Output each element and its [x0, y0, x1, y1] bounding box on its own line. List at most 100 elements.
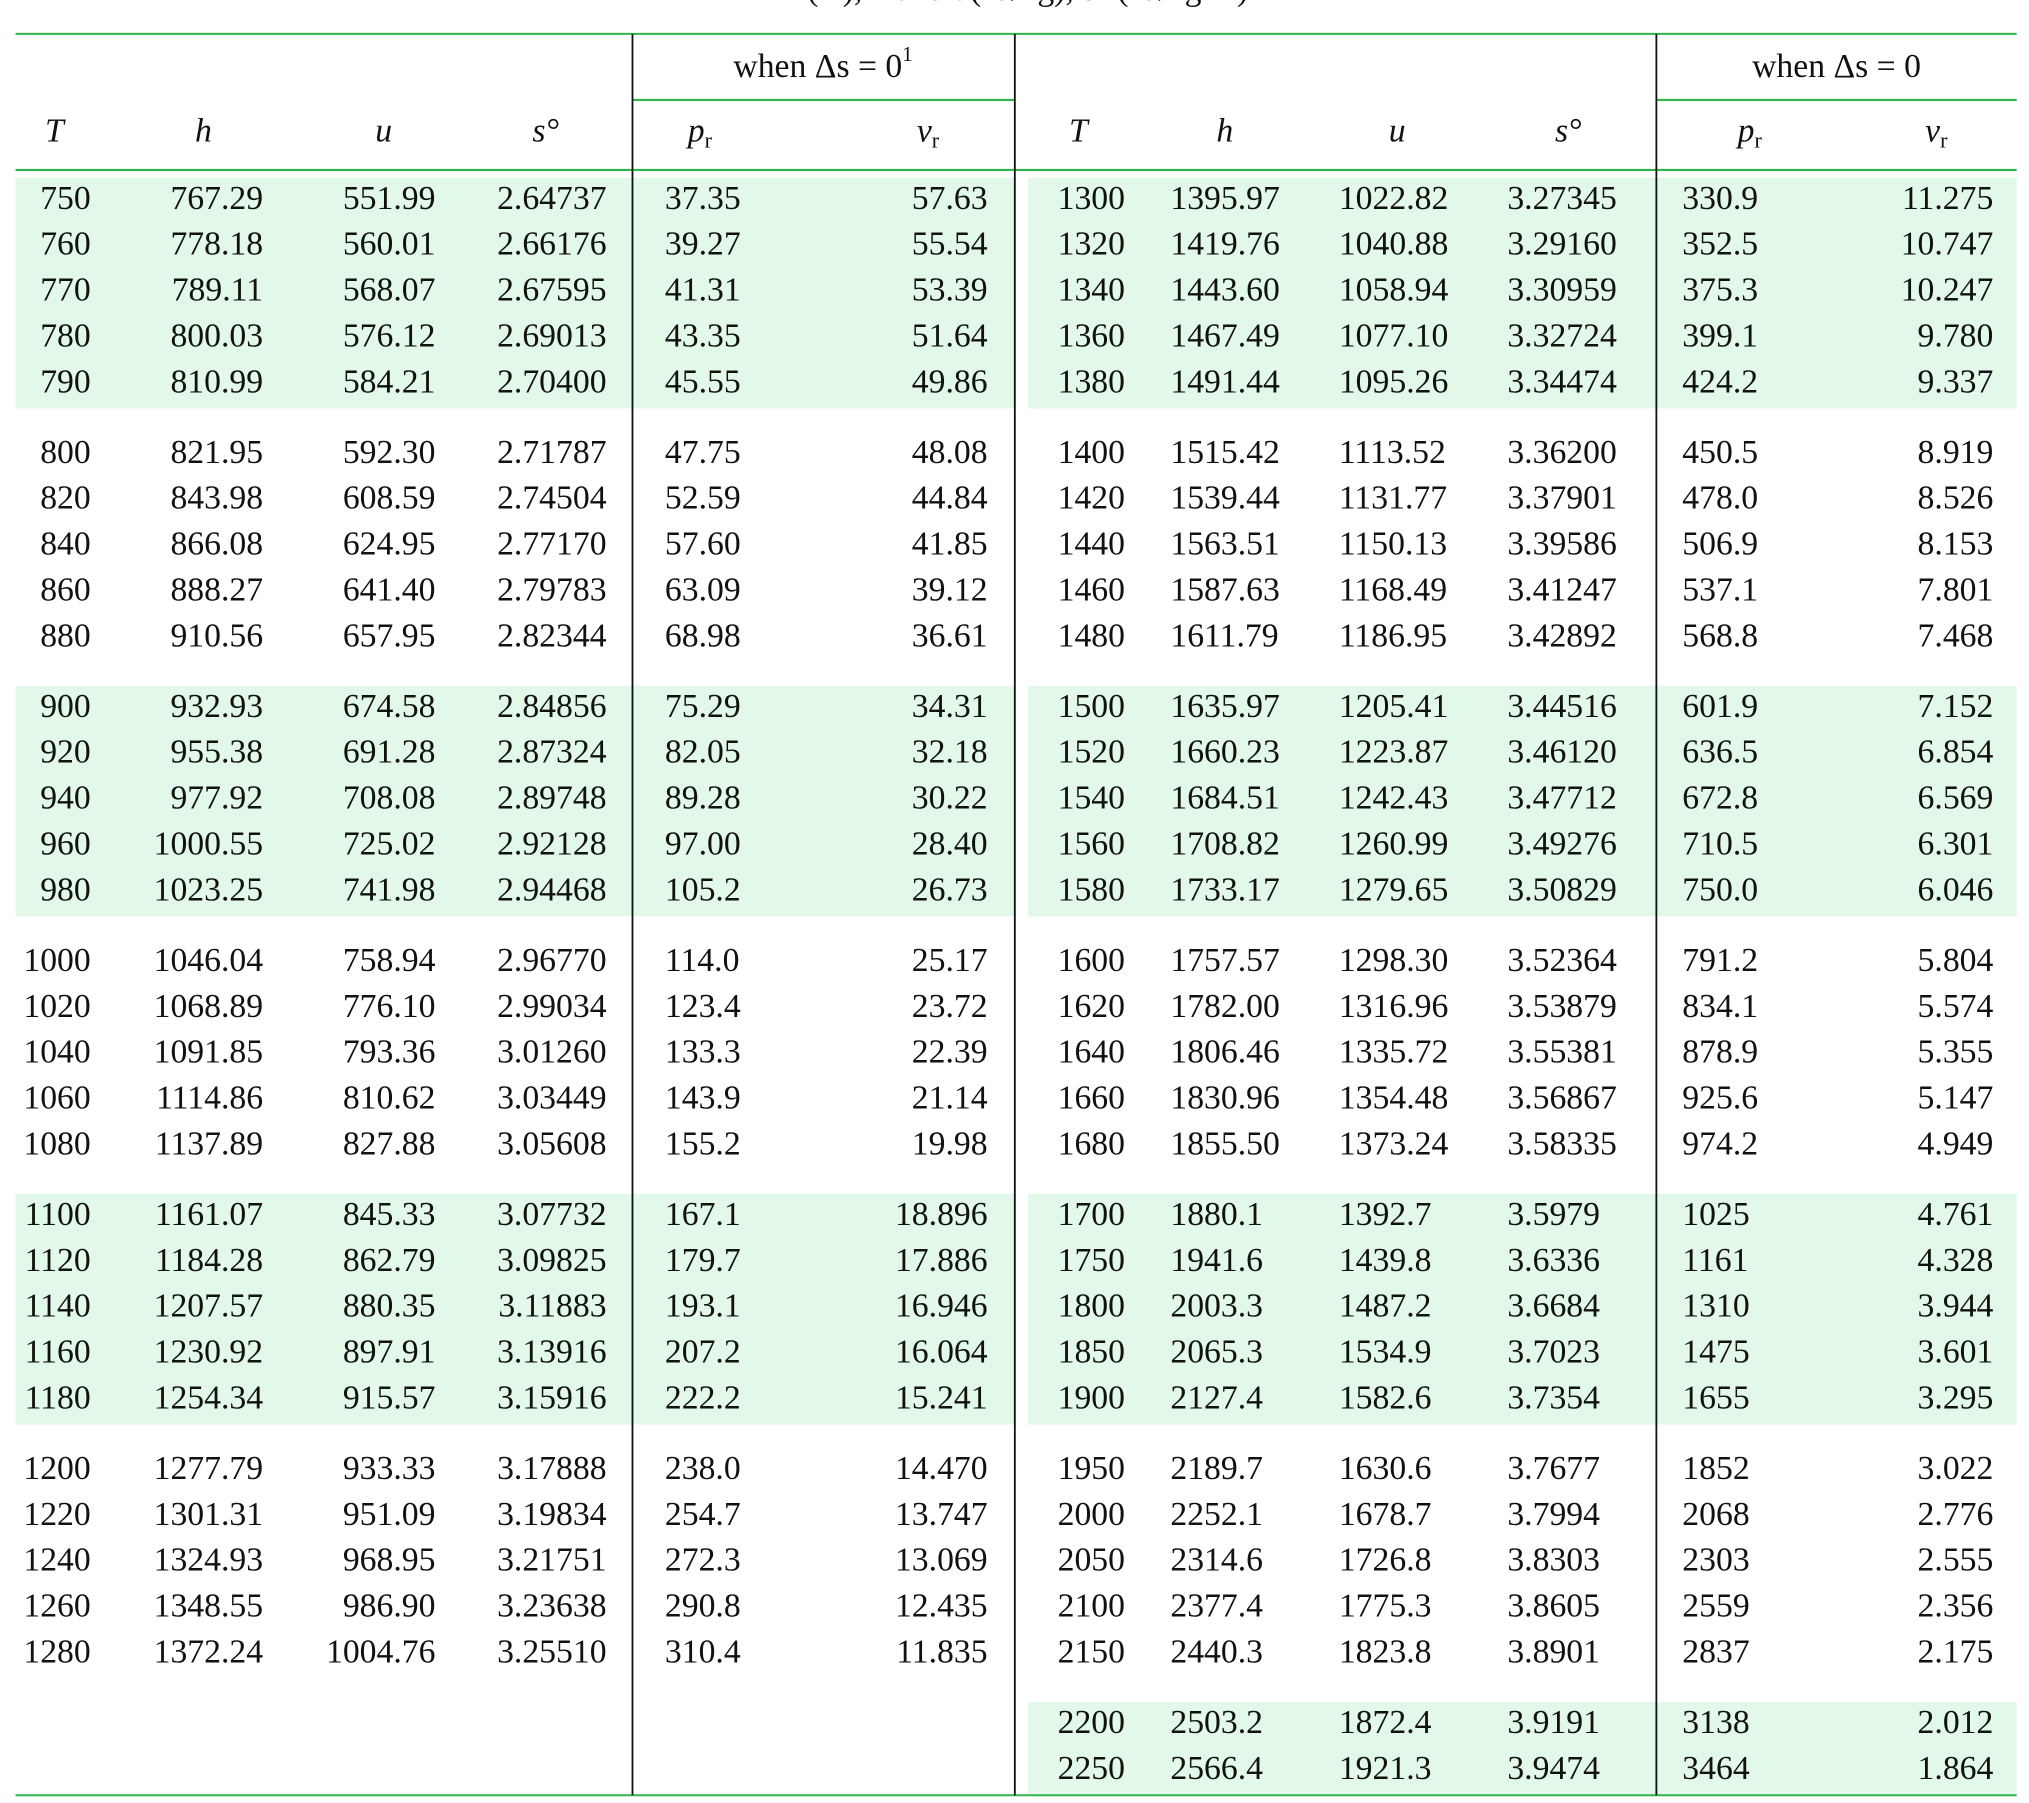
row-band	[15, 685, 1015, 917]
column-header: vr	[917, 112, 940, 152]
table-cell: 1560	[1058, 826, 1125, 863]
table-cell: 2314.6	[1170, 1542, 1263, 1579]
table-cell: 9.780	[1918, 317, 1994, 354]
table-cell: 1000.55	[154, 826, 263, 863]
table-cell: 2000	[1058, 1496, 1125, 1533]
table-cell: 960	[40, 826, 91, 863]
table-cell: 1684.51	[1170, 780, 1279, 817]
table-cell: 3.44516	[1507, 688, 1616, 725]
table-cell: 862.79	[343, 1242, 436, 1279]
table-cell: 725.02	[343, 826, 436, 863]
table-cell: 3138	[1682, 1704, 1749, 1741]
table-cell: 1022.82	[1339, 180, 1448, 217]
table-cell: 2377.4	[1170, 1588, 1263, 1625]
table-cell: 940	[40, 780, 91, 817]
table-cell: 790	[40, 363, 91, 400]
column-header: vr	[1925, 112, 1948, 152]
table-cell: 608.59	[343, 480, 436, 517]
table-cell: 1180	[25, 1379, 91, 1416]
table-cell: 1301.31	[154, 1496, 263, 1533]
table-cell: 105.2	[665, 871, 741, 908]
table-cell: 641.40	[343, 571, 436, 608]
column-symbol: u	[375, 112, 392, 149]
table-cell: 1850	[1058, 1334, 1125, 1371]
table-cell: 6.569	[1918, 780, 1994, 817]
table-cell: 2.84856	[497, 688, 606, 725]
table-cell: 1855.50	[1170, 1125, 1279, 1162]
table-cell: 1340	[1058, 272, 1125, 309]
column-subscript: r	[705, 128, 713, 153]
group-header-text: when Δs = 0	[1752, 48, 1921, 85]
table-cell: 2.356	[1918, 1588, 1994, 1625]
column-symbol: h	[1216, 112, 1233, 149]
table-cell: 49.86	[912, 363, 988, 400]
table-cell: 310.4	[665, 1633, 741, 1670]
table-cell: 551.99	[343, 180, 436, 217]
table-cell: 1137.89	[155, 1125, 263, 1162]
table-cell: 4.761	[1918, 1196, 1994, 1233]
table-cell: 674.58	[343, 688, 436, 725]
table-cell: 1324.93	[154, 1542, 263, 1579]
table-cell: 16.064	[895, 1334, 988, 1371]
table-cell: 1230.92	[154, 1334, 263, 1371]
table-cell: 3.6684	[1507, 1288, 1600, 1325]
table-cell: 1467.49	[1170, 317, 1279, 354]
table-cell: 43.35	[665, 317, 741, 354]
table-cell: 3.13916	[497, 1334, 606, 1371]
table-cell: 624.95	[343, 526, 436, 563]
table-cell: 8.919	[1918, 434, 1994, 471]
table-cell: 1726.8	[1339, 1542, 1432, 1579]
table-cell: 2.175	[1918, 1633, 1994, 1670]
column-subscript: r	[1940, 128, 1948, 153]
table-cell: 1068.89	[154, 988, 263, 1025]
table-cell: 167.1	[665, 1196, 741, 1233]
table-cell: 52.59	[665, 480, 741, 517]
table-cell: 672.8	[1682, 780, 1758, 817]
table-cell: 800	[40, 434, 91, 471]
table-cell: 1004.76	[326, 1633, 435, 1670]
table-cell: 2200	[1058, 1704, 1125, 1741]
table-cell: 933.33	[343, 1450, 436, 1487]
table-cell: 53.39	[912, 272, 988, 309]
table-cell: 47.75	[665, 434, 741, 471]
table-cell: 1060	[23, 1080, 90, 1117]
table-cell: 3.7354	[1507, 1379, 1600, 1416]
table-cell: 776.10	[343, 988, 436, 1025]
table-cell: 955.38	[170, 734, 263, 771]
table-cell: 2.79783	[497, 571, 606, 608]
table-cell: 1635.97	[1170, 688, 1279, 725]
table-cell: 925.6	[1682, 1080, 1758, 1117]
table-cell: 880.35	[343, 1288, 436, 1325]
column-symbol: T	[45, 112, 66, 149]
table-cell: 878.9	[1682, 1034, 1758, 1071]
table-cell: 1242.43	[1339, 780, 1448, 817]
table-cell: 1630.6	[1339, 1450, 1432, 1487]
table-cell: 1040.88	[1339, 226, 1448, 263]
table-cell: 7.468	[1918, 617, 1994, 654]
table-cell: 1184.28	[155, 1242, 263, 1279]
table-cell: 5.147	[1918, 1080, 1994, 1117]
table-cell: 1277.79	[154, 1450, 263, 1487]
table-cell: 1260.99	[1339, 826, 1448, 863]
table-cell: 3.41247	[1507, 571, 1616, 608]
column-header: h	[1216, 112, 1233, 149]
table-cell: 8.153	[1918, 526, 1994, 563]
table-cell: 3.29160	[1507, 226, 1616, 263]
table-cell: 2.776	[1918, 1496, 1994, 1533]
table-cell: 1348.55	[154, 1588, 263, 1625]
table-cell: 1280	[23, 1633, 90, 1670]
table-cell: 1100	[25, 1196, 91, 1233]
table-cell: 75.29	[665, 688, 741, 725]
table-cell: 1310	[1682, 1288, 1749, 1325]
table-cell: 3.05608	[497, 1125, 606, 1162]
row-band	[1027, 177, 2017, 409]
table-cell: 1040	[23, 1034, 90, 1071]
table-cell: 2068	[1682, 1496, 1749, 1533]
table-cell: 2440.3	[1170, 1633, 1263, 1670]
table-cell: 1563.51	[1170, 526, 1279, 563]
table-cell: 1660.23	[1170, 734, 1279, 771]
column-symbol: u	[1389, 112, 1406, 149]
table-cell: 820	[40, 480, 91, 517]
table-cell: 3.01260	[497, 1034, 606, 1071]
